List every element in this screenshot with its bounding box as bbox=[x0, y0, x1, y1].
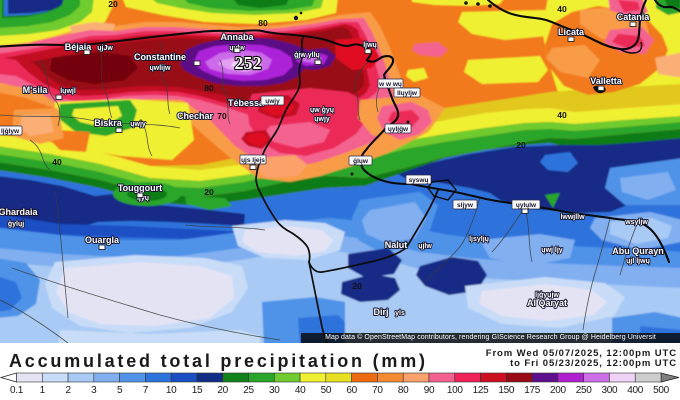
svg-text:ljsyljų: ljsyljų bbox=[469, 236, 489, 243]
svg-text:ųjs ljejs: ųjs ljejs bbox=[241, 157, 265, 164]
svg-text:Abu Qurayn: Abu Qurayn bbox=[612, 246, 664, 256]
svg-text:ųw ģyų: ųw ģyų bbox=[310, 106, 334, 114]
svg-text:Dirj: Dirj bbox=[373, 307, 388, 317]
svg-text:Licata: Licata bbox=[558, 27, 585, 37]
svg-text:Catania: Catania bbox=[617, 12, 651, 22]
svg-text:M'sila: M'sila bbox=[23, 85, 49, 95]
svg-text:llųyljw: llųyljw bbox=[397, 90, 418, 97]
svg-text:20: 20 bbox=[108, 0, 118, 9]
svg-text:ųwlijw: ųwlijw bbox=[150, 65, 172, 72]
svg-text:ųjJw: ųjJw bbox=[97, 45, 113, 52]
svg-text:ųjl ljwų: ųjl ljwų bbox=[626, 258, 650, 265]
svg-text:ģlųw: ģlųw bbox=[353, 157, 369, 165]
svg-text:Annaba: Annaba bbox=[220, 32, 254, 42]
svg-text:Al Qaryat: Al Qaryat bbox=[527, 298, 567, 308]
svg-text:Touggourt: Touggourt bbox=[118, 183, 162, 193]
svg-text:wsyljw: wsyljw bbox=[624, 219, 648, 226]
svg-text:ųwj ljy: ųwj ljy bbox=[541, 247, 563, 254]
svg-text:yls: yls bbox=[395, 310, 405, 317]
svg-text:Valletta: Valletta bbox=[590, 76, 623, 86]
svg-text:Tébessa: Tébessa bbox=[228, 98, 265, 108]
svg-text:Béjaia: Béjaia bbox=[65, 42, 93, 52]
svg-text:sljyw: sljyw bbox=[457, 202, 474, 209]
svg-text:80: 80 bbox=[204, 83, 214, 93]
svg-text:ųylųlw: ųylųlw bbox=[516, 202, 537, 209]
svg-text:ljģyųjw: ljģyųjw bbox=[535, 291, 559, 299]
svg-text:80: 80 bbox=[258, 18, 268, 28]
svg-text:ųwjy: ųwjy bbox=[130, 121, 146, 128]
svg-text:ųjlw: ųjlw bbox=[418, 243, 432, 250]
svg-text:lwwjllw: lwwjllw bbox=[560, 214, 585, 221]
svg-text:40: 40 bbox=[557, 4, 567, 14]
svg-text:ųwjy: ųwjy bbox=[265, 98, 280, 105]
svg-text:Ghardaia: Ghardaia bbox=[0, 207, 39, 217]
svg-text:40: 40 bbox=[52, 157, 62, 167]
svg-text:Ouargla: Ouargla bbox=[85, 235, 120, 245]
svg-text:70: 70 bbox=[217, 111, 227, 121]
svg-text:20: 20 bbox=[204, 187, 214, 197]
svg-text:40: 40 bbox=[557, 110, 567, 120]
svg-text:w w wų: w w wų bbox=[378, 81, 402, 88]
svg-text:ģjw yllų: ģjw yllų bbox=[294, 51, 320, 59]
svg-text:lųwjl: lųwjl bbox=[60, 88, 76, 95]
svg-text:ljwų: ljwų bbox=[363, 42, 377, 49]
svg-text:20: 20 bbox=[352, 281, 362, 291]
svg-text:ljģlyw: ljģlyw bbox=[1, 127, 20, 135]
svg-text:Nalut: Nalut bbox=[385, 240, 408, 250]
svg-text:ųwjy: ųwjy bbox=[314, 116, 330, 123]
svg-text:Constantine: Constantine bbox=[134, 52, 186, 62]
svg-text:ljyų: ljyų bbox=[137, 195, 149, 202]
svg-text:252: 252 bbox=[235, 53, 262, 73]
svg-text:Biskra: Biskra bbox=[94, 118, 123, 128]
svg-text:20: 20 bbox=[516, 140, 526, 150]
svg-text:ųyljģw: ųyljģw bbox=[388, 125, 409, 133]
svg-text:Chechar: Chechar bbox=[177, 111, 214, 121]
svg-text:syswų: syswų bbox=[409, 177, 429, 184]
svg-text:ģylųj: ģylųj bbox=[8, 220, 24, 228]
